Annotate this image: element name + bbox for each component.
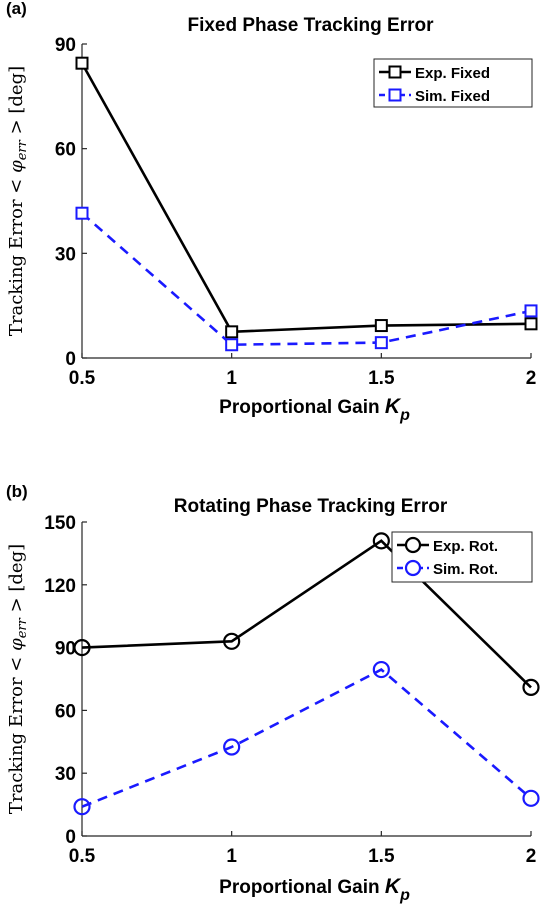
x-axis-label-subscript: p bbox=[399, 887, 410, 904]
y-tick-label: 30 bbox=[55, 244, 76, 265]
chart-panel-b: (b) Rotating Phase Tracking Error 0 30 60 90 1… bbox=[6, 482, 540, 904]
legend-swatch-marker bbox=[404, 536, 422, 554]
data-point-marker bbox=[372, 532, 390, 550]
data-point-marker bbox=[223, 632, 241, 650]
data-point-marker bbox=[374, 336, 388, 350]
y-axis-label-suffix: > [deg] bbox=[6, 544, 27, 618]
legend-label: Exp. Rot. bbox=[433, 538, 498, 555]
y-axis-label-suffix: > [deg] bbox=[6, 66, 27, 140]
x-tick-label: 1.5 bbox=[368, 368, 395, 389]
x-axis-label-symbol: K bbox=[385, 395, 402, 418]
legend-swatch-marker bbox=[404, 559, 422, 577]
x-axis-label: Proportional Gain Kp bbox=[219, 875, 410, 904]
y-axis-label-prefix: Tracking Error < bbox=[6, 651, 27, 814]
y-tick-label: 30 bbox=[55, 764, 76, 785]
chart-panel-a: (a) Fixed Phase Tracking Error 0 30 60 90 0.5 1… bbox=[6, 0, 538, 424]
y-axis-label: Tracking Error < φerr > [deg] bbox=[6, 544, 30, 814]
data-point-marker bbox=[73, 638, 91, 657]
data-point-marker bbox=[225, 325, 239, 339]
data-point-marker bbox=[524, 304, 538, 318]
x-tick-label: 1 bbox=[226, 846, 237, 867]
data-point-marker bbox=[522, 789, 540, 807]
chart-title: Fixed Phase Tracking Error bbox=[187, 15, 434, 36]
data-point-marker bbox=[75, 206, 89, 220]
legend: Exp. Fixed Sim. Fixed bbox=[373, 58, 533, 108]
y-tick-label: 120 bbox=[44, 576, 76, 597]
series-line-exp bbox=[80, 62, 532, 334]
data-point-marker bbox=[374, 319, 388, 333]
x-tick-label: 2 bbox=[526, 846, 537, 867]
panel-label: (b) bbox=[6, 482, 28, 501]
y-tick-label: 150 bbox=[44, 513, 76, 534]
series-line-sim bbox=[81, 668, 532, 808]
data-point-marker bbox=[372, 660, 390, 679]
x-axis-label: Proportional Gain Kp bbox=[219, 395, 410, 424]
y-axis-label-subscript: err bbox=[15, 139, 30, 160]
y-tick-label: 0 bbox=[65, 827, 76, 848]
data-point-marker bbox=[225, 338, 239, 352]
panel-label: (a) bbox=[6, 0, 27, 18]
data-point-marker bbox=[73, 798, 91, 816]
y-axis-label-subscript: err bbox=[15, 617, 30, 638]
legend-swatch-marker bbox=[388, 88, 402, 102]
legend-swatch-marker bbox=[388, 65, 402, 79]
legend-label: Sim. Rot. bbox=[433, 561, 498, 578]
chart-title: Rotating Phase Tracking Error bbox=[174, 496, 448, 517]
x-axis-label-text: Proportional Gain bbox=[219, 877, 385, 898]
y-axis-label-symbol: φ bbox=[6, 638, 27, 651]
data-point-marker bbox=[223, 738, 241, 756]
x-axis-label-subscript: p bbox=[399, 407, 410, 424]
y-tick-label: 0 bbox=[65, 349, 76, 370]
x-tick-label: 0.5 bbox=[69, 846, 96, 867]
y-tick-label: 60 bbox=[55, 701, 76, 722]
y-tick-label: 90 bbox=[55, 35, 76, 56]
y-tick-label: 60 bbox=[55, 140, 76, 161]
x-tick-label: 2 bbox=[526, 368, 537, 389]
data-point-marker bbox=[522, 678, 540, 696]
x-tick-label: 1 bbox=[226, 368, 237, 389]
y-axis-label-prefix: Tracking Error < bbox=[6, 173, 27, 336]
y-axis-label-symbol: φ bbox=[6, 160, 27, 173]
x-tick-label: 1.5 bbox=[368, 846, 395, 867]
x-axis-label-text: Proportional Gain bbox=[219, 397, 385, 418]
legend-label: Sim. Fixed bbox=[415, 88, 490, 105]
series-line-exp bbox=[81, 539, 532, 689]
x-tick-label: 0.5 bbox=[69, 368, 96, 389]
x-axis-label-symbol: K bbox=[385, 875, 402, 898]
y-axis-label: Tracking Error < φerr > [deg] bbox=[6, 66, 30, 336]
y-tick-label: 90 bbox=[55, 639, 76, 660]
legend-label: Exp. Fixed bbox=[415, 65, 490, 82]
series-line-sim bbox=[81, 212, 532, 347]
data-point-marker bbox=[524, 317, 538, 331]
data-point-marker bbox=[75, 56, 89, 70]
legend: Exp. Rot. Sim. Rot. bbox=[391, 531, 533, 583]
